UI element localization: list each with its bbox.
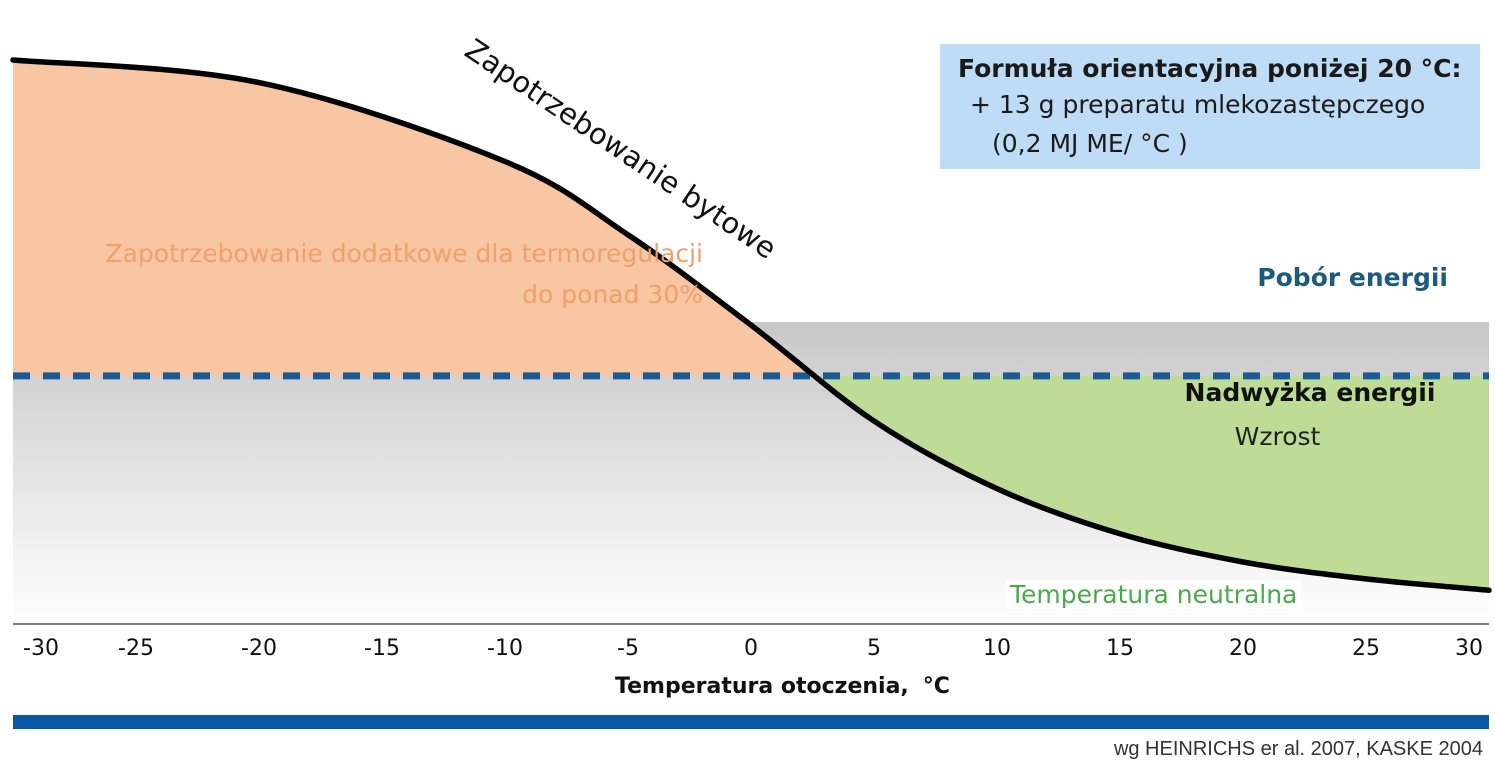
- formula-energy: (0,2 MJ ME/ °C ): [992, 129, 1188, 158]
- source-citation: wg HEINRICHS er al. 2007, KASKE 2004: [1113, 738, 1483, 760]
- x-tick-label: 30: [1455, 636, 1483, 661]
- x-tick-label: -5: [617, 636, 639, 661]
- formula-info-box: Formuła orientacyjna poniżej 20 °C: + 13…: [940, 44, 1480, 169]
- x-axis-title-unit: °C: [922, 674, 950, 699]
- x-tick-label: -10: [487, 636, 523, 661]
- x-axis-title: Temperatura otoczenia, °C: [0, 674, 1495, 699]
- x-tick-label: -30: [23, 636, 59, 661]
- thermoregulation-label: Zapotrzebowanie dodatkowe dla termoregul…: [28, 233, 703, 315]
- x-tick-label: 10: [983, 636, 1011, 661]
- formula-title: Formuła orientacyjna poniżej 20 °C:: [958, 54, 1462, 83]
- energy-surplus-label: Nadwyżka energii: [1184, 378, 1436, 407]
- energy-surplus-area: [815, 375, 1489, 591]
- neutral-temperature-label: Temperatura neutralna: [1006, 580, 1302, 609]
- x-tick-label: 0: [744, 636, 758, 661]
- x-tick-label: 25: [1352, 636, 1380, 661]
- x-tick-label: 20: [1229, 636, 1257, 661]
- growth-label: Wzrost: [1234, 422, 1321, 451]
- thermoregulation-label-line1: Zapotrzebowanie dodatkowe dla termoregul…: [105, 239, 703, 268]
- bottom-blue-bar: [13, 715, 1489, 729]
- x-axis-title-text: Temperatura otoczenia,: [615, 674, 909, 699]
- formula-milk-replacer: + 13 g preparatu mlekozastępczego: [970, 90, 1426, 119]
- x-tick-label: -15: [364, 636, 400, 661]
- x-tick-label: 15: [1106, 636, 1134, 661]
- thermoregulation-area: [13, 60, 814, 376]
- x-tick-label: -20: [241, 636, 277, 661]
- energy-intake-label: Pobór energii: [1257, 263, 1448, 292]
- x-tick-label: -25: [118, 636, 154, 661]
- thermoregulation-label-line2: do ponad 30%: [522, 280, 703, 309]
- maintenance-requirement-curve: [10, 57, 1492, 593]
- x-tick-label: 5: [867, 636, 881, 661]
